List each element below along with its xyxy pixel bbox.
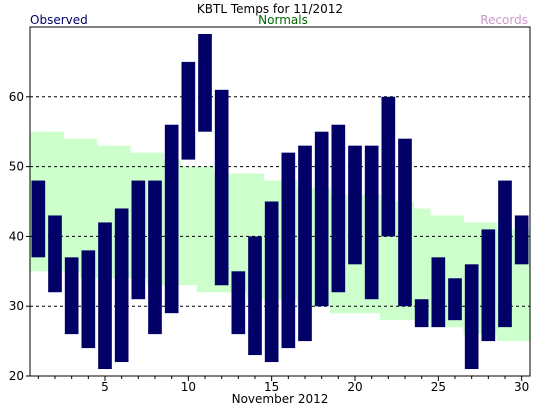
observed-bar-day-27 bbox=[464, 264, 479, 370]
observed-bar-day-8 bbox=[148, 180, 162, 335]
y-tick-label-50: 50 bbox=[9, 160, 24, 174]
observed-bar-day-5 bbox=[98, 222, 112, 370]
chart-title: KBTL Temps for 11/2012 bbox=[197, 2, 343, 16]
legend-normals: Normals bbox=[258, 13, 308, 27]
legend-records: Records bbox=[480, 13, 528, 27]
observed-bar-day-17 bbox=[298, 145, 312, 342]
observed-bar-day-28 bbox=[481, 229, 496, 342]
y-tick-label-60: 60 bbox=[9, 90, 24, 104]
observed-bar-day-24 bbox=[414, 299, 429, 328]
observed-bars bbox=[31, 33, 529, 370]
observed-bar-day-16 bbox=[281, 152, 296, 349]
normal-range-day-11 bbox=[196, 166, 214, 293]
observed-bar-day-26 bbox=[448, 278, 462, 321]
normal-range-day-4 bbox=[80, 138, 98, 279]
observed-bar-day-6 bbox=[114, 208, 129, 363]
x-tick-label-10: 10 bbox=[181, 380, 196, 394]
legend-observed: Observed bbox=[30, 13, 88, 27]
observed-bar-day-18 bbox=[314, 131, 329, 307]
plot-frame bbox=[29, 26, 531, 377]
axes: 20 30 40 50 60 5 10 15 20 25 30 bbox=[9, 26, 531, 394]
x-tick-label-20: 20 bbox=[347, 380, 362, 394]
observed-bar-day-3 bbox=[64, 257, 79, 335]
normal-range-day-13 bbox=[230, 173, 248, 293]
y-tick-label-20: 20 bbox=[9, 369, 24, 383]
y-tick-label-30: 30 bbox=[9, 299, 24, 313]
gridlines bbox=[30, 96, 530, 307]
observed-bar-day-25 bbox=[431, 257, 446, 328]
normal-range-day-3 bbox=[63, 138, 81, 272]
observed-bar-day-15 bbox=[264, 201, 279, 363]
observed-bar-day-10 bbox=[181, 61, 196, 160]
observed-bar-day-11 bbox=[198, 33, 212, 132]
observed-bar-day-14 bbox=[248, 236, 262, 356]
observed-bar-day-9 bbox=[164, 124, 179, 314]
observed-bar-day-19 bbox=[331, 124, 346, 293]
x-tick-label-15: 15 bbox=[264, 380, 279, 394]
observed-bar-day-13 bbox=[231, 271, 246, 335]
observed-bar-day-12 bbox=[214, 89, 229, 286]
x-axis-label: November 2012 bbox=[232, 392, 329, 406]
observed-bar-day-20 bbox=[348, 145, 362, 265]
observed-bar-day-21 bbox=[364, 145, 379, 300]
observed-bar-day-7 bbox=[131, 180, 146, 300]
y-tick-label-40: 40 bbox=[9, 229, 24, 243]
observed-bar-day-2 bbox=[48, 215, 62, 293]
x-tick-label-25: 25 bbox=[431, 380, 446, 394]
x-tick-label-30: 30 bbox=[514, 380, 529, 394]
observed-bar-day-23 bbox=[398, 138, 412, 307]
x-tick-label-5: 5 bbox=[101, 380, 109, 394]
observed-bar-day-29 bbox=[498, 180, 512, 328]
observed-bar-day-1 bbox=[31, 180, 46, 258]
observed-bar-day-22 bbox=[381, 96, 396, 237]
normal-range-day-10 bbox=[180, 166, 198, 286]
observed-bar-day-30 bbox=[514, 215, 529, 265]
observed-bar-day-4 bbox=[81, 250, 96, 349]
